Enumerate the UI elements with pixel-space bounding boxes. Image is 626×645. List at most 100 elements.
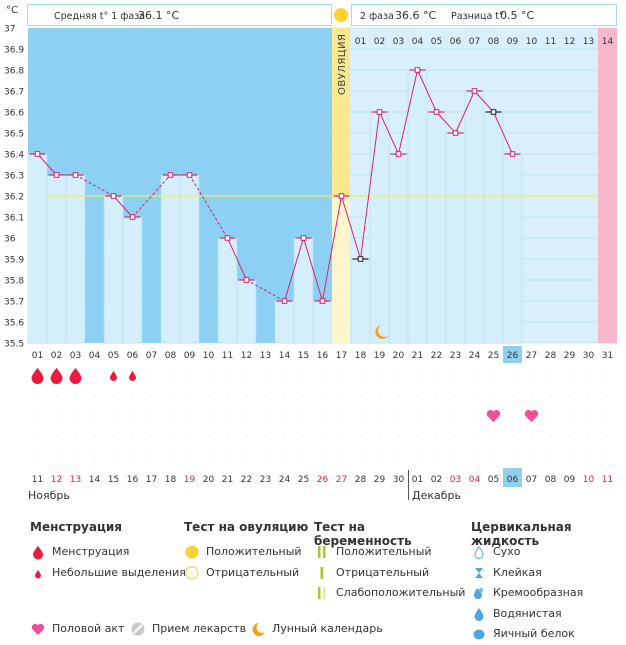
empty-dot <box>511 435 514 437</box>
empty-dot <box>568 435 571 437</box>
drop-icon <box>33 546 43 560</box>
y-tick-label: 36.8 <box>4 67 24 77</box>
legend-label: Яичный белок <box>493 627 575 640</box>
date-label: 22 <box>241 475 252 485</box>
empty-dot <box>36 455 39 457</box>
empty-dot <box>359 415 362 417</box>
empty-dot <box>74 435 77 437</box>
phase2-day-label: 12 <box>564 37 575 47</box>
phase2-day-label: 04 <box>412 37 424 47</box>
empty-dot <box>283 395 286 397</box>
phase2-day-label: 05 <box>431 37 442 47</box>
empty-dot <box>492 455 495 457</box>
pill-icon <box>131 622 145 636</box>
y-tick-label: 36.5 <box>4 130 24 140</box>
legend-label: Половой акт <box>52 622 125 635</box>
temperature-point <box>34 151 41 157</box>
empty-dot <box>606 455 609 457</box>
temperature-bar <box>160 174 181 344</box>
temperature-point <box>471 88 478 94</box>
single-bar-icon <box>320 566 323 579</box>
phase2-day-label: 11 <box>545 37 556 47</box>
empty-dot <box>264 415 267 417</box>
empty-dot <box>568 395 571 397</box>
phase1-label: Средняя t° 1 фаза <box>54 11 145 22</box>
temperature-line-segment <box>417 69 437 113</box>
temperature-line-segment <box>303 237 323 302</box>
y-tick-label: 35.8 <box>4 277 24 287</box>
empty-dot <box>321 395 324 397</box>
legend-item-ovulation-negative: Отрицательный <box>184 563 314 584</box>
empty-dot <box>150 455 153 457</box>
temperature-bar <box>179 174 200 344</box>
empty-dot <box>226 415 229 417</box>
temperature-bar <box>122 216 143 344</box>
empty-dot <box>340 395 343 397</box>
empty-dot <box>416 415 419 417</box>
empty-dot <box>340 375 343 377</box>
date-label: 11 <box>602 475 613 485</box>
empty-dot <box>55 455 58 457</box>
legend-intercourse: Половой акт <box>30 619 150 640</box>
empty-dot <box>131 455 134 457</box>
empty-dot <box>150 435 153 437</box>
empty-dot <box>454 455 457 457</box>
cycle-day-label: 05 <box>108 351 119 361</box>
empty-dot <box>321 435 324 437</box>
empty-dot <box>606 415 609 417</box>
empty-dot <box>530 375 533 377</box>
unit-label: °C <box>6 5 18 16</box>
temperature-line <box>37 69 513 302</box>
empty-dot <box>397 375 400 377</box>
temperature-line-segment <box>360 111 380 260</box>
legend-item-menstruation: Менструация <box>30 542 180 563</box>
empty-dot <box>416 455 419 457</box>
empty-dot <box>511 415 514 417</box>
cycle-day-label: 28 <box>545 351 557 361</box>
cycle-day-label: 19 <box>374 351 386 361</box>
empty-dot <box>473 375 476 377</box>
temperature-line-segment <box>132 174 171 218</box>
cycle-day-label: 03 <box>70 351 81 361</box>
phase2-day-label: 06 <box>450 37 462 47</box>
date-label: 08 <box>545 475 557 485</box>
phase2-day-label: 10 <box>526 37 538 47</box>
date-label: 20 <box>203 475 215 485</box>
date-label: 11 <box>32 475 43 485</box>
phase2-day-label: 13 <box>583 37 594 47</box>
month-december: Декабрь <box>412 489 461 502</box>
empty-dot <box>55 395 58 397</box>
temperature-bar <box>407 69 428 344</box>
cycle-day-label: 24 <box>469 351 481 361</box>
empty-dot <box>169 435 172 437</box>
small-drop-icon <box>35 569 41 578</box>
empty-dot <box>169 455 172 457</box>
temperature-point <box>53 172 60 178</box>
empty-dot <box>473 395 476 397</box>
cycle-day-label: 11 <box>222 351 233 361</box>
cycle-day-label: 04 <box>89 351 101 361</box>
temperature-bar <box>312 300 333 344</box>
legend-item-small-discharge: Небольшие выделения <box>30 563 186 584</box>
legend-label: Положительный <box>206 545 302 558</box>
y-tick-label: 36.2 <box>4 193 24 203</box>
empty-dot <box>435 395 438 397</box>
date-label: 06 <box>507 475 519 485</box>
legend-item-intercourse: Половой акт <box>30 619 150 640</box>
empty-dot <box>55 415 58 417</box>
empty-dot <box>568 455 571 457</box>
diff-value: 0.5 °C <box>500 9 534 22</box>
empty-dot <box>435 375 438 377</box>
moon-icon <box>252 623 265 636</box>
empty-dot <box>587 375 590 377</box>
empty-dot <box>359 435 362 437</box>
date-label: 03 <box>450 475 461 485</box>
legend-menstruation-title: Менструация <box>30 520 122 534</box>
cycle-day-label: 02 <box>51 351 62 361</box>
cycle-day-label: 01 <box>32 351 43 361</box>
empty-dot <box>397 395 400 397</box>
date-label: 29 <box>374 475 386 485</box>
empty-dot <box>245 435 248 437</box>
y-tick-label: 36.6 <box>4 109 24 119</box>
empty-dot <box>150 395 153 397</box>
